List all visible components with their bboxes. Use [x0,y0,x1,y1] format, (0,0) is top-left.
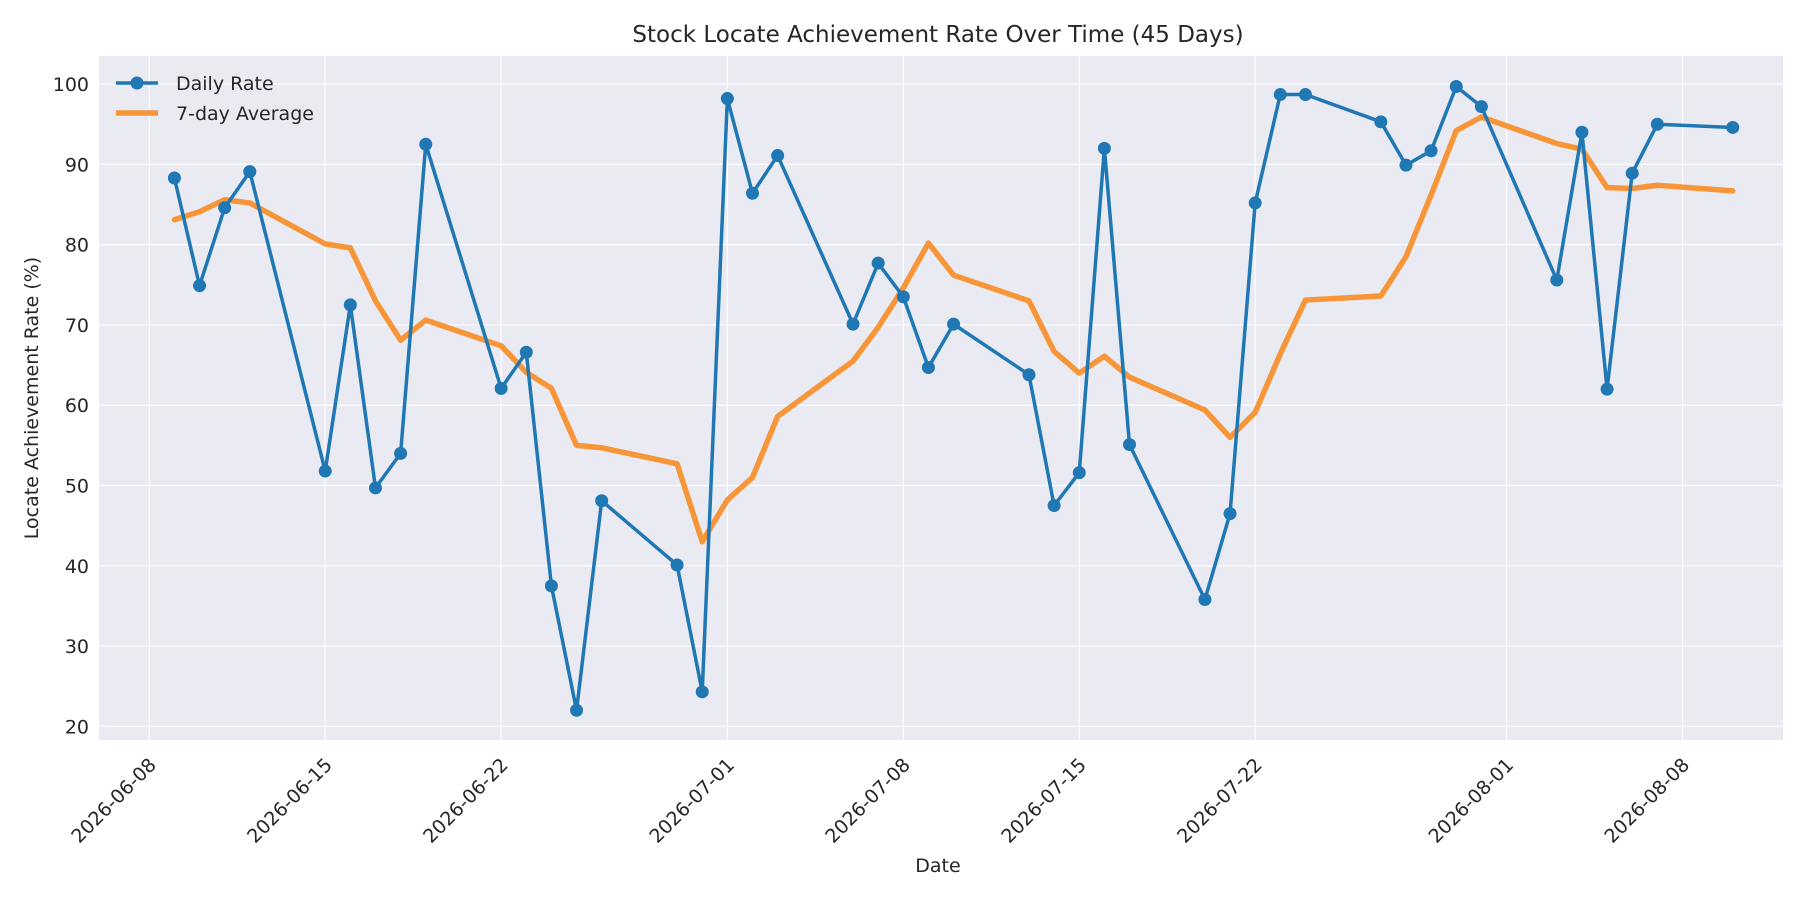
data-point-daily-rate [394,446,408,460]
data-point-daily-rate [1550,273,1564,287]
data-point-daily-rate [1198,593,1212,607]
data-point-daily-rate [570,703,584,717]
data-point-daily-rate [947,317,961,331]
data-point-daily-rate [368,481,382,495]
data-point-daily-rate [1474,100,1488,114]
data-point-daily-rate [1298,88,1312,102]
chart-title: Stock Locate Achievement Rate Over Time … [632,22,1243,48]
data-point-daily-rate [1600,382,1614,396]
y-tick-label: 100 [53,74,89,96]
data-point-daily-rate [1449,80,1463,94]
data-point-daily-rate [595,494,609,508]
data-point-daily-rate [1248,196,1262,210]
data-point-daily-rate [167,171,181,185]
data-point-daily-rate [1097,141,1111,155]
data-point-daily-rate [1123,438,1137,452]
data-point-daily-rate [771,149,785,163]
data-point-daily-rate [1399,158,1413,172]
data-point-daily-rate [343,298,357,312]
y-tick-label: 60 [65,395,89,417]
grid-lines [99,56,1783,740]
data-point-daily-rate [1625,166,1639,180]
legend-label-7-day-average: 7-day Average [176,103,314,125]
data-point-daily-rate [218,201,232,215]
y-tick-label: 30 [65,636,89,658]
legend-item-daily-rate: Daily Rate [116,73,274,95]
data-point-daily-rate [193,279,207,293]
y-tick-label: 80 [65,235,89,257]
data-point-daily-rate [1273,88,1287,102]
data-point-daily-rate [1072,466,1086,480]
data-point-daily-rate [1424,144,1438,158]
data-point-daily-rate [519,345,533,359]
data-point-daily-rate [318,464,332,478]
y-axis-label: Locate Achievement Rate (%) [21,257,43,539]
series-layer [167,80,1740,717]
y-tick-label: 20 [65,716,89,738]
legend: Daily Rate 7-day Average [116,73,314,125]
x-axis-label: Date [915,855,960,877]
data-point-daily-rate [1047,499,1061,513]
legend-item-7-day-average: 7-day Average [116,103,314,125]
data-point-daily-rate [871,256,885,270]
data-point-daily-rate [419,137,433,151]
data-point-daily-rate [1726,120,1740,134]
y-tick-label: 90 [65,154,89,176]
data-point-daily-rate [670,558,684,572]
data-point-daily-rate [1374,115,1388,129]
data-point-daily-rate [745,186,759,200]
data-point-daily-rate [544,579,558,593]
data-point-daily-rate [896,290,910,304]
data-point-daily-rate [494,381,508,395]
data-point-daily-rate [720,92,734,106]
data-point-daily-rate [1022,368,1036,382]
data-point-daily-rate [846,317,860,331]
data-point-daily-rate [1650,117,1664,131]
y-tick-label: 40 [65,556,89,578]
data-point-daily-rate [243,165,257,179]
y-tick-label: 50 [65,476,89,498]
data-point-daily-rate [921,360,935,374]
legend-label-daily-rate: Daily Rate [176,73,274,95]
data-point-daily-rate [1223,507,1237,521]
legend-marker-daily-rate [130,76,144,90]
y-tick-label: 70 [65,315,89,337]
data-point-daily-rate [1575,125,1589,139]
plot-area [99,56,1783,740]
data-point-daily-rate [695,685,709,699]
